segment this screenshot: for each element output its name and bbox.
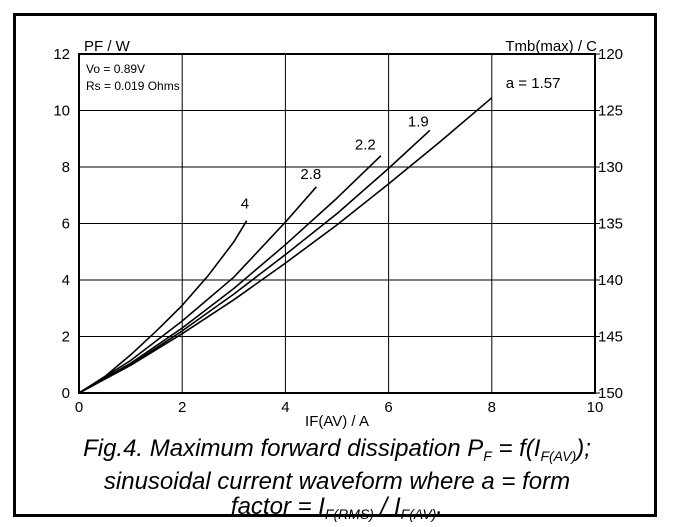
caption-text: ); xyxy=(576,435,591,462)
y-axis-label: PF / W xyxy=(84,38,131,55)
x-tick-label: 8 xyxy=(488,399,496,416)
series-line-a-4 xyxy=(78,220,248,394)
series-label-a-1.9: 1.9 xyxy=(408,113,429,130)
chart-tick-labels: 0 2 4 6 8 10 0 2 4 6 8 10 12 150 145 140 135 130 125 120 xyxy=(53,46,623,416)
plot-area-border xyxy=(78,53,596,394)
x-axis-label: IF(AV) / A xyxy=(305,413,369,430)
caption-text: = f(I xyxy=(491,435,541,462)
series-line-a-1.57 xyxy=(78,97,493,394)
x-tick-label: 10 xyxy=(587,399,604,416)
y2-tick-label: 145 xyxy=(598,329,623,346)
figure-frame xyxy=(13,13,657,517)
y-tick-label: 0 xyxy=(62,385,70,402)
caption-subscript: F(AV) xyxy=(540,448,577,464)
caption-text: . xyxy=(436,493,444,520)
caption-line-3: factor = IF(RMS) / IF(AV). xyxy=(20,494,654,527)
x-tick-label: 0 xyxy=(75,399,83,416)
y-tick-label: 12 xyxy=(53,46,70,63)
chart-series xyxy=(78,97,493,394)
y2-tick-label: 150 xyxy=(598,385,623,402)
y-tick-label: 8 xyxy=(62,159,70,176)
y2-tick-label: 140 xyxy=(598,272,623,289)
caption-line-2: sinusoidal current waveform where a = fo… xyxy=(103,468,571,495)
y-tick-label: 10 xyxy=(53,103,70,120)
chart-grid xyxy=(79,53,600,394)
caption-text: Fig.4. Maximum forward dissipation P xyxy=(83,435,484,462)
series-line-a-2.2 xyxy=(78,155,382,394)
y-tick-label: 4 xyxy=(62,272,70,289)
y-tick-label: 2 xyxy=(62,329,70,346)
y2-tick-label: 130 xyxy=(598,159,623,176)
y2-tick-label: 120 xyxy=(598,46,623,63)
caption-subscript: F(RMS) xyxy=(324,506,374,522)
caption-subscript: F(AV) xyxy=(400,506,437,522)
y-tick-label: 6 xyxy=(62,216,70,233)
x-tick-label: 4 xyxy=(281,399,289,416)
series-labels: 4 2.8 2.2 1.9 a = 1.57 xyxy=(241,75,561,213)
series-line-a-2.8 xyxy=(78,186,318,394)
vo-annotation: Vo = 0.89V xyxy=(86,62,145,76)
x-tick-label: 2 xyxy=(178,399,186,416)
y2-tick-label: 125 xyxy=(598,103,623,120)
y2-tick-label: 135 xyxy=(598,216,623,233)
y2-axis-label: Tmb(max) / C xyxy=(505,38,597,55)
x-tick-label: 6 xyxy=(384,399,392,416)
caption-subscript: F xyxy=(483,448,492,464)
series-label-a-4: 4 xyxy=(241,196,249,213)
series-label-a-2.8: 2.8 xyxy=(300,166,321,183)
caption-text: / I xyxy=(373,493,401,520)
series-label-a-1.57: a = 1.57 xyxy=(506,75,561,92)
caption-text: factor = I xyxy=(230,493,325,520)
figure-caption: Fig.4. Maximum forward dissipation PF = … xyxy=(20,436,654,527)
rs-annotation: Rs = 0.019 Ohms xyxy=(86,79,180,93)
caption-line-1: Fig.4. Maximum forward dissipation PF = … xyxy=(20,436,654,469)
series-label-a-2.2: 2.2 xyxy=(355,137,376,154)
